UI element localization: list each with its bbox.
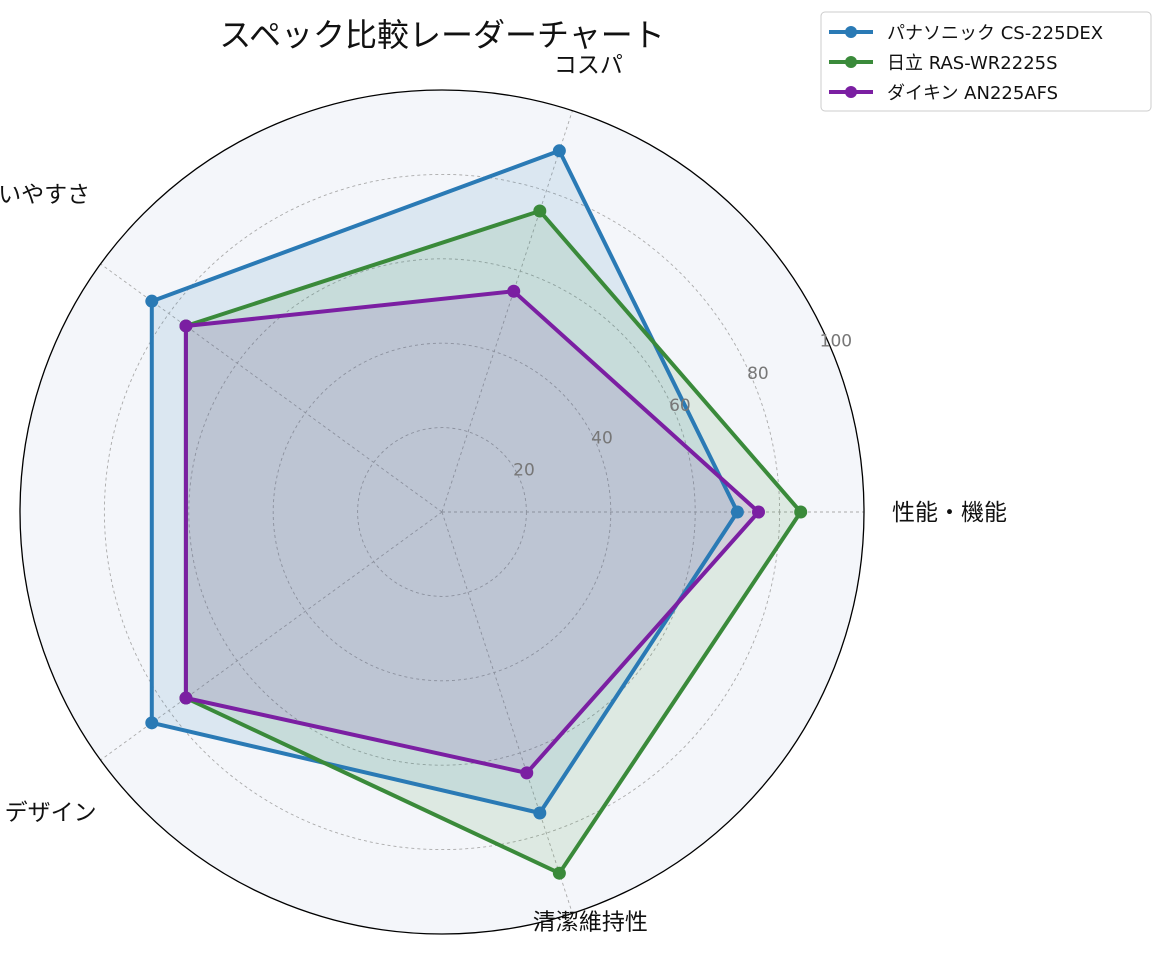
legend-label: パナソニック CS-225DEX [887, 23, 1103, 44]
series-0-point-2 [145, 294, 159, 308]
series-1-point-0 [794, 505, 808, 519]
series-2-point-1 [507, 284, 521, 298]
legend-box [820, 11, 1152, 112]
series-1-point-4 [552, 866, 566, 880]
r-tick-label: 80 [747, 364, 769, 384]
series-0-line [149, 148, 740, 815]
series-1-area [185, 211, 801, 874]
series-2-point-4 [520, 766, 534, 780]
series-0-point-1 [552, 144, 566, 158]
r-tick-label: 60 [669, 396, 691, 416]
r-tick-label: 40 [591, 428, 613, 448]
r-tick-label: 100 [820, 332, 852, 352]
category-label: 使いやすさ [0, 182, 90, 208]
series-0-point-4 [533, 806, 547, 820]
category-label: コスパ [554, 53, 623, 79]
radial-tick-labels: 20 40 60 80 100 [513, 332, 852, 481]
grid [100, 110, 864, 914]
legend-marker [845, 86, 857, 98]
legend-label: 日立 RAS-WR2225S [887, 53, 1058, 74]
series-2-point-2 [179, 319, 193, 333]
legend: パナソニック CS-225DEX 日立 RAS-WR2225S ダイキン AN225… [820, 11, 1152, 112]
series-2-line [183, 289, 761, 775]
series-0-point-0 [730, 505, 744, 519]
series-0-area [151, 150, 738, 814]
category-label: 清潔維持性 [533, 909, 648, 935]
series-layer [145, 144, 808, 880]
series-1-point-1 [533, 204, 547, 218]
outer-frame [19, 89, 865, 935]
category-labels: 性能・機能 コスパ使いやすさデザイン清潔維持性 [0, 53, 1007, 936]
category-label: デザイン [5, 800, 97, 826]
category-label: 性能・機能 [892, 500, 1007, 526]
grid-spoke [100, 263, 443, 513]
r-tick-label: 20 [513, 461, 535, 481]
grid-spoke [441, 511, 573, 914]
legend-marker [845, 56, 857, 68]
series-2-point-3 [179, 691, 193, 705]
series-0-point-3 [145, 716, 159, 730]
chart-title: スペック比較レーダーチャート [219, 16, 664, 54]
series-2-area [185, 291, 759, 773]
legend-marker [845, 26, 857, 38]
legend-label: ダイキン AN225AFS [887, 83, 1058, 104]
grid-spoke [100, 511, 443, 761]
grid-spoke [441, 110, 573, 513]
series-2-point-0 [752, 505, 765, 519]
